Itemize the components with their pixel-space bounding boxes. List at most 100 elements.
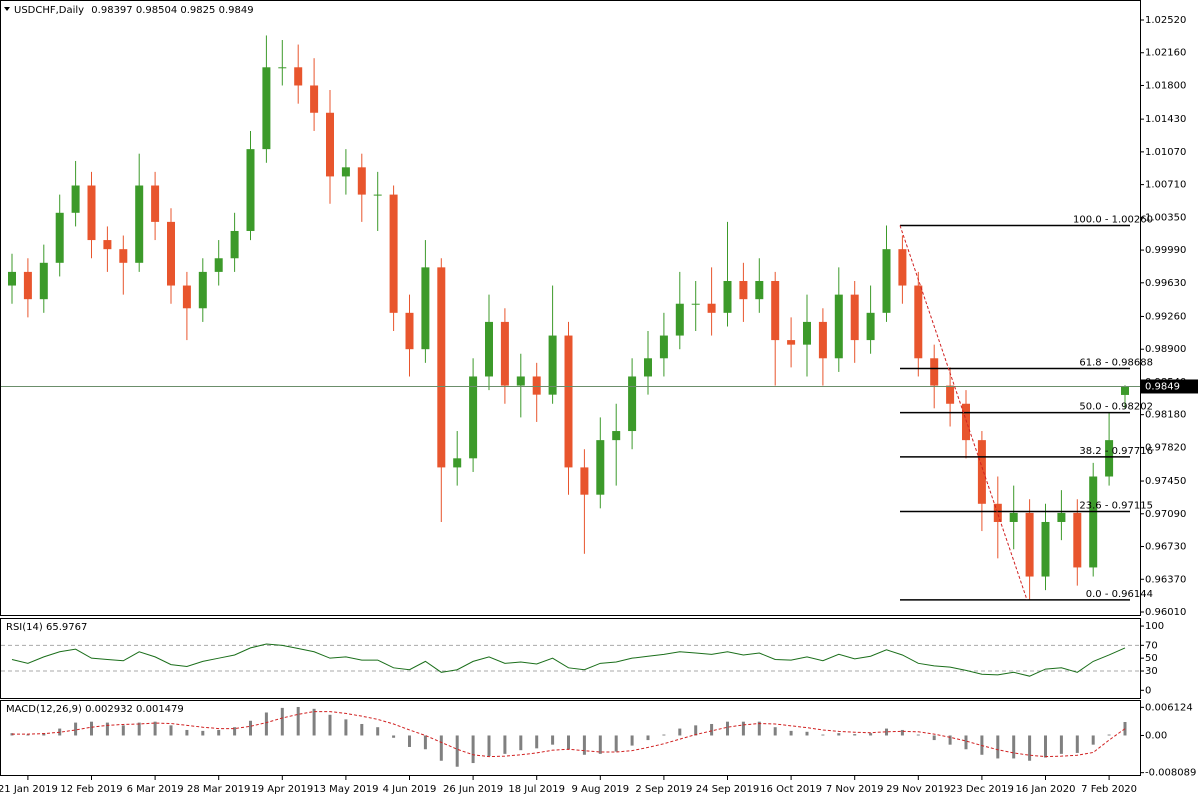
macd-bar — [1028, 735, 1032, 761]
macd-bar — [614, 735, 618, 752]
y-tick-label: 0.99260 — [1145, 311, 1186, 322]
macd-bar — [328, 714, 332, 736]
x-tick-label: 9 Aug 2019 — [571, 784, 629, 795]
fib-trend — [899, 225, 1028, 600]
candle-body — [1009, 512, 1018, 522]
macd-bar — [630, 735, 634, 746]
macd-bar — [264, 712, 268, 736]
candle-body — [357, 167, 366, 195]
macd-bar — [996, 735, 1000, 759]
y-tick-label: 0.96730 — [1145, 542, 1186, 553]
macd-bar — [360, 723, 364, 736]
x-tick-label: 18 Jul 2019 — [508, 784, 565, 795]
candle-body — [405, 312, 414, 350]
candle-body — [39, 262, 48, 300]
candle-body — [787, 340, 796, 345]
candle-body — [739, 280, 748, 300]
macd-value: 0.002932 — [85, 704, 133, 715]
x-tick-label: 29 Nov 2019 — [886, 784, 950, 795]
y-tick-label: 0.98900 — [1145, 344, 1186, 355]
macd-bar — [1059, 735, 1063, 754]
fib-label: 38.2 - 0.97716 — [1079, 446, 1153, 457]
candle-body — [850, 294, 859, 341]
x-tick-label: 16 Oct 2019 — [760, 784, 822, 795]
macd-bar — [1044, 735, 1047, 758]
close-value: 0.9849 — [219, 5, 254, 16]
macd-bar — [773, 727, 777, 736]
rsi-line — [11, 643, 1126, 677]
macd-bar — [582, 735, 586, 755]
candle-body — [930, 358, 939, 386]
candle-body — [691, 303, 700, 305]
macd-bar — [1091, 735, 1095, 745]
macd-bar — [344, 719, 348, 736]
y-tick-label: 0.97450 — [1145, 476, 1186, 487]
candle-body — [119, 249, 128, 263]
chart-header: USDCHF,Daily 0.98397 0.98504 0.9825 0.98… — [14, 5, 254, 16]
candle-body — [516, 376, 525, 386]
macd-bar — [296, 706, 300, 736]
candle-body — [23, 271, 32, 300]
macd-bar — [678, 728, 682, 736]
candle-body — [596, 440, 605, 495]
fib-label: 23.6 - 0.97115 — [1079, 501, 1153, 512]
y-tick-label: 1.01070 — [1145, 147, 1186, 158]
macd-bar — [757, 721, 761, 736]
plot-layer: 1.02520 1.02160 1.01800 1.01430 1.01070 1.007… — [0, 15, 1198, 795]
y-tick-label: 30 — [1145, 666, 1158, 677]
macd-bar — [423, 735, 427, 750]
candle-body — [294, 67, 303, 86]
fib-label: 61.8 - 0.98688 — [1079, 357, 1153, 368]
candle-body — [548, 335, 557, 395]
macd-bar — [535, 735, 539, 749]
macd-bar — [201, 730, 205, 736]
candle-body — [628, 376, 637, 432]
y-tick-label: 0 — [1145, 685, 1151, 696]
macd-bar — [900, 729, 904, 736]
candle-body — [532, 376, 541, 395]
x-tick-label: 7 Nov 2019 — [826, 784, 884, 795]
macd-bar — [1123, 721, 1127, 736]
macd-bar — [1107, 734, 1111, 736]
candle-body — [151, 185, 160, 222]
collapse-icon — [4, 7, 10, 11]
y-tick-label: 0.99990 — [1145, 245, 1186, 256]
macd-bar — [932, 735, 936, 741]
macd-bar — [42, 733, 46, 736]
candle-body — [882, 249, 891, 313]
price-label: 0.9849 — [1145, 381, 1180, 392]
macd-bar — [789, 730, 793, 736]
macd-bar — [519, 735, 523, 751]
x-tick-label: 4 Jun 2019 — [383, 784, 437, 795]
rsi-header: RSI(14) 65.9767 — [6, 622, 87, 633]
y-tick-label: 0.98180 — [1145, 410, 1186, 421]
candle-body — [182, 285, 191, 309]
candle-body — [977, 440, 986, 504]
fib-label: 100.0 - 1.00260 — [1073, 215, 1153, 226]
candle-body — [866, 312, 875, 341]
macd-bar — [964, 735, 968, 750]
x-tick-label: 7 Feb 2020 — [1081, 784, 1137, 795]
y-tick-label: 70 — [1145, 640, 1158, 651]
candle-body — [1057, 512, 1066, 522]
candle-body — [453, 458, 462, 468]
macd-title: MACD(12,26,9) — [6, 704, 82, 715]
candle-body — [644, 358, 652, 377]
macd-bar — [710, 723, 714, 736]
candle-body — [723, 280, 732, 313]
candle-body — [962, 403, 970, 441]
candle-body — [834, 294, 843, 359]
macd-bar — [105, 722, 109, 736]
macd-bar — [376, 727, 380, 736]
macd-bar — [837, 733, 841, 736]
candle-body — [1073, 512, 1082, 568]
candle-body — [659, 335, 668, 359]
candle-body — [818, 321, 827, 359]
macd-bar — [137, 722, 141, 736]
candle-body — [771, 280, 780, 341]
macd-bar — [805, 731, 809, 736]
candle-body — [580, 467, 589, 495]
macd-bar — [249, 720, 252, 736]
x-tick-label: 24 Sep 2019 — [696, 784, 759, 795]
